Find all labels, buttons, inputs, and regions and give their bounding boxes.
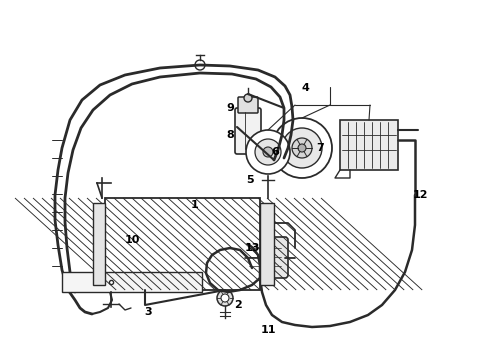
Text: 11: 11 xyxy=(260,325,276,335)
FancyBboxPatch shape xyxy=(238,97,258,113)
Text: 7: 7 xyxy=(316,143,324,153)
Text: 2: 2 xyxy=(234,300,242,310)
Text: 8: 8 xyxy=(226,130,234,140)
Text: 12: 12 xyxy=(412,190,428,200)
Bar xyxy=(62,272,202,292)
Text: 10: 10 xyxy=(124,235,140,245)
Text: 13: 13 xyxy=(245,243,260,253)
Text: 3: 3 xyxy=(144,307,152,317)
FancyBboxPatch shape xyxy=(242,237,288,278)
Circle shape xyxy=(292,138,312,158)
Circle shape xyxy=(298,144,306,152)
Bar xyxy=(340,120,398,170)
FancyBboxPatch shape xyxy=(235,108,261,154)
Circle shape xyxy=(255,139,281,165)
Circle shape xyxy=(217,290,233,306)
Text: 4: 4 xyxy=(301,83,309,93)
Circle shape xyxy=(244,94,252,102)
Circle shape xyxy=(272,118,332,178)
Text: 5: 5 xyxy=(246,175,254,185)
Text: 6: 6 xyxy=(271,147,279,157)
Circle shape xyxy=(263,147,273,157)
Bar xyxy=(258,230,272,240)
Bar xyxy=(260,203,274,285)
Circle shape xyxy=(246,130,290,174)
Text: 9: 9 xyxy=(226,103,234,113)
Text: 1: 1 xyxy=(191,200,199,210)
Circle shape xyxy=(221,294,229,302)
Bar xyxy=(105,198,260,290)
Circle shape xyxy=(195,60,205,70)
Bar xyxy=(93,203,105,285)
Circle shape xyxy=(282,128,322,168)
